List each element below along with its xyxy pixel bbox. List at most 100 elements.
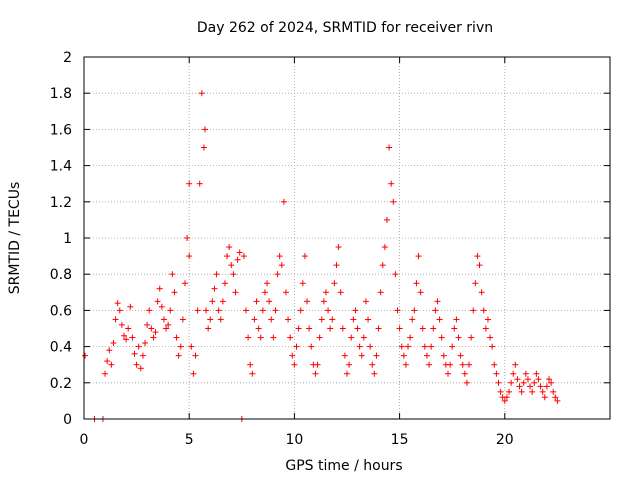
data-point [344,370,350,377]
y-tick-label: 0.4 [50,340,72,356]
data-point [112,316,119,323]
data-point [484,316,491,323]
data-point [444,370,451,377]
data-point [261,289,268,296]
data-point [522,370,529,377]
data-point [131,350,138,357]
data-point [266,298,273,305]
data-point [213,271,220,278]
data-point [249,370,256,377]
data-point [118,321,125,328]
data-point [320,298,327,305]
data-point [539,388,546,395]
data-point [285,316,292,323]
data-point [102,370,109,377]
data-point [415,253,422,260]
data-point [533,370,540,377]
data-point [400,352,407,359]
data-point [529,388,536,395]
data-point [447,361,454,368]
data-point [186,253,193,260]
data-point [228,262,235,269]
data-point [289,352,296,359]
data-point [381,244,388,251]
data-point [470,307,477,314]
data-point [264,280,271,287]
data-point [259,307,266,314]
data-point [175,352,182,359]
data-point [184,235,191,241]
data-point [436,316,443,323]
data-point [230,271,237,278]
data-point [224,253,231,260]
y-tick-label: 1.6 [50,122,72,138]
data-point [278,262,285,269]
y-tick-label: 0.6 [50,303,72,319]
data-point [270,334,277,341]
data-point [312,370,319,377]
data-point [293,343,300,350]
data-point [341,352,348,359]
data-point [186,180,193,187]
data-point [451,325,458,332]
data-point [434,298,441,305]
data-point [173,334,180,341]
data-point [150,334,157,341]
data-point [419,325,426,332]
data-point [468,334,475,341]
data-point [314,361,321,368]
data-point [512,361,519,368]
data-point [474,253,481,260]
data-point [163,325,170,332]
data-point [219,298,226,305]
data-point [106,347,113,354]
data-point [295,325,302,332]
data-point [531,379,538,386]
data-point [190,370,197,377]
y-tick-label: 0.8 [50,267,72,283]
data-point [169,271,176,278]
data-point [411,307,418,314]
data-point [430,325,437,332]
data-point [333,262,340,269]
data-point [158,303,165,310]
data-point [291,361,298,368]
data-point [299,280,306,287]
data-point [257,334,264,341]
data-point [537,383,544,390]
data-point [373,352,380,359]
data-point [301,253,308,260]
data-point [188,343,195,350]
data-point [339,325,346,332]
data-point [413,280,420,287]
data-point [200,144,207,151]
data-point [514,376,521,383]
data-point [167,307,174,314]
data-point [432,307,439,314]
data-point [541,394,548,401]
data-point [192,352,199,359]
data-point [148,325,155,332]
x-tick-label: 0 [80,432,89,448]
data-point [318,316,325,323]
data-point [247,361,254,368]
data-point [354,325,361,332]
data-point [356,343,363,350]
data-point [194,307,201,314]
data-point [211,285,218,292]
data-point [135,343,142,350]
data-point [129,334,136,341]
data-point [365,316,372,323]
data-point [449,343,456,350]
data-point [358,352,365,359]
data-point [459,361,466,368]
data-point [461,370,468,377]
data-point [226,244,233,251]
data-point [417,289,424,296]
data-point [516,383,523,390]
data-point [232,289,239,296]
data-point [453,316,460,323]
data-point [487,334,494,341]
data-point [476,262,483,269]
data-point [337,289,344,296]
